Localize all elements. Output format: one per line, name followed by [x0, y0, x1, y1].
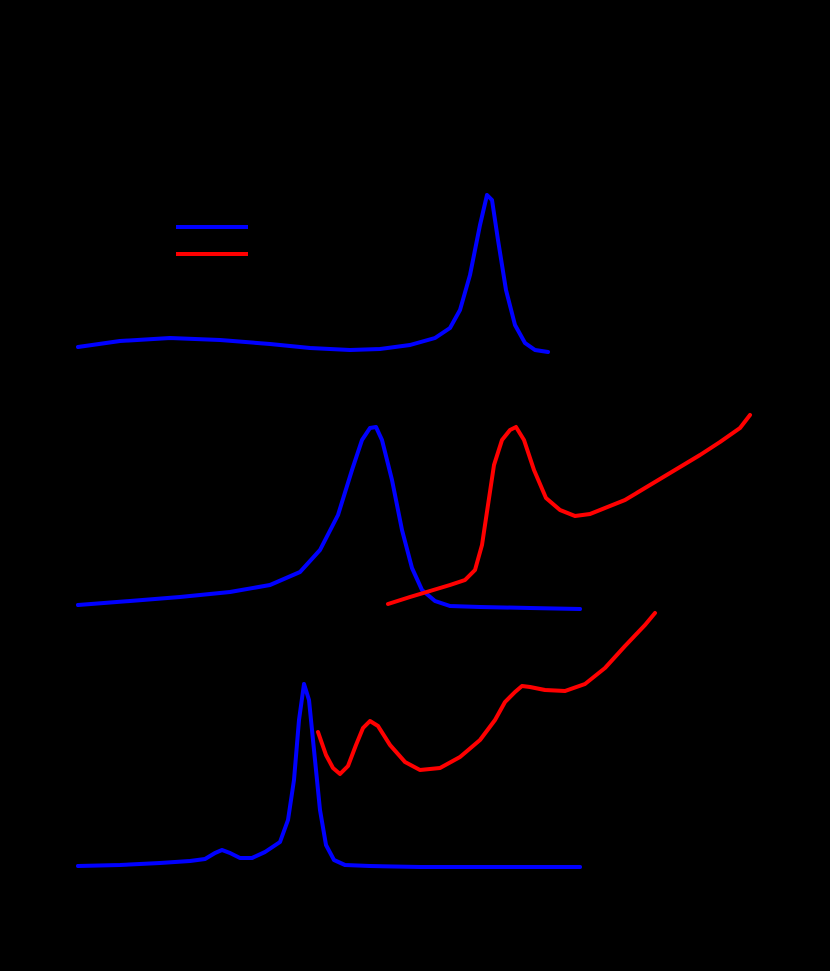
legend [176, 225, 248, 256]
series-panel-2-red [386, 413, 752, 606]
series-panel-1-blue [76, 193, 550, 354]
series-panel-3-blue [76, 682, 582, 869]
series-layer [76, 193, 752, 869]
series-panel-2-blue [76, 425, 582, 611]
series-panel-3-red [316, 611, 657, 776]
